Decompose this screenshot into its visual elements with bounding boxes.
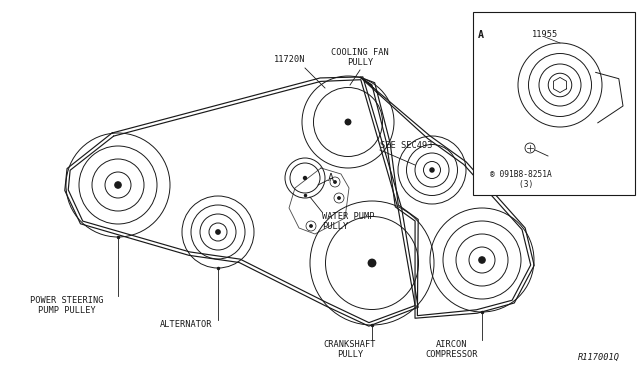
Text: AIRCON
COMPRESSOR: AIRCON COMPRESSOR: [426, 340, 478, 359]
Circle shape: [115, 182, 121, 188]
FancyBboxPatch shape: [473, 12, 635, 195]
Circle shape: [310, 225, 312, 227]
Circle shape: [368, 259, 376, 267]
Text: COOLING FAN
PULLY: COOLING FAN PULLY: [331, 48, 389, 67]
Circle shape: [338, 197, 340, 199]
Text: ® 091B8-8251A: ® 091B8-8251A: [490, 170, 552, 179]
Circle shape: [303, 176, 307, 180]
Text: ALTERNATOR: ALTERNATOR: [160, 320, 212, 329]
Text: 11955: 11955: [532, 30, 558, 39]
Text: A: A: [478, 30, 484, 40]
Text: R117001Q: R117001Q: [578, 353, 620, 362]
Circle shape: [334, 181, 336, 183]
Text: POWER STEERING
PUMP PULLEY: POWER STEERING PUMP PULLEY: [30, 296, 104, 315]
Circle shape: [345, 119, 351, 125]
Circle shape: [479, 257, 485, 263]
Text: WATER PUMP
PULLY: WATER PUMP PULLY: [322, 212, 374, 231]
Text: SEE SEC493: SEE SEC493: [380, 141, 433, 150]
Text: CRANKSHAFT
PULLY: CRANKSHAFT PULLY: [324, 340, 376, 359]
Text: A: A: [328, 173, 334, 183]
Text: 11720N: 11720N: [275, 55, 306, 64]
Text: (3): (3): [500, 180, 533, 189]
Circle shape: [430, 168, 434, 172]
Circle shape: [216, 230, 220, 234]
